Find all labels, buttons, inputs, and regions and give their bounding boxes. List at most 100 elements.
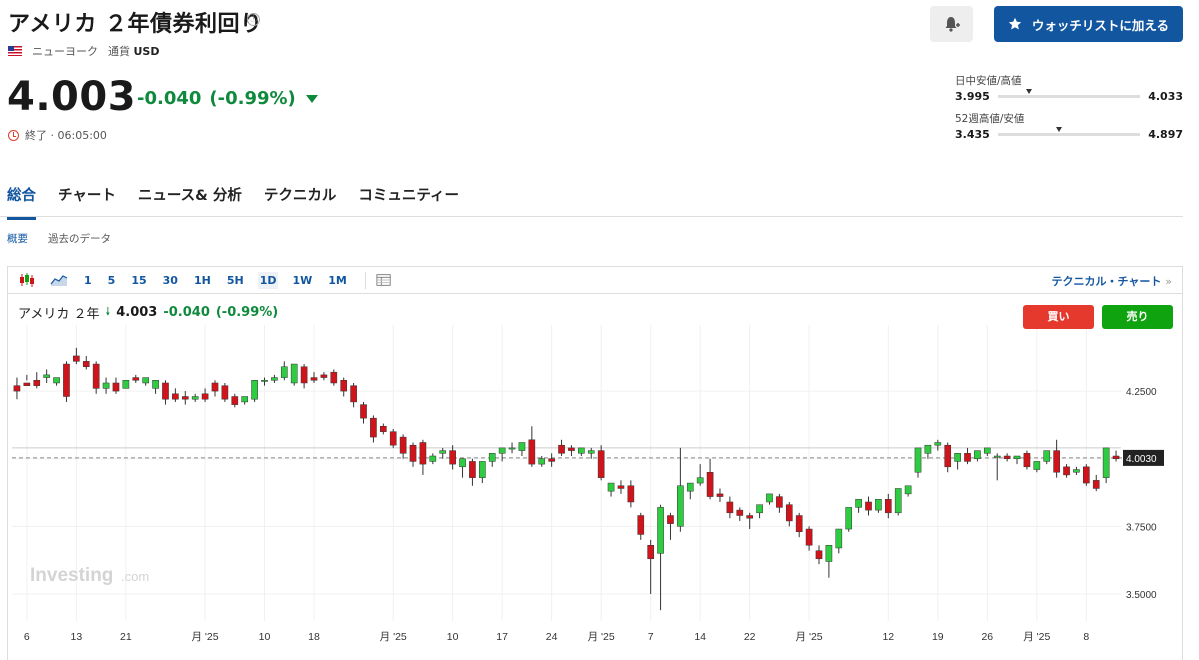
candle-up: [875, 499, 882, 511]
candle-down: [13, 385, 21, 392]
candle-down: [944, 444, 952, 468]
candle-up: [657, 507, 664, 554]
candle-up: [677, 485, 684, 527]
chart-legend: アメリカ ２年 🠗 4.003 -0.040 (-0.99%): [18, 303, 278, 322]
x-tick-label: 13: [71, 631, 83, 643]
timeframe-30[interactable]: 30: [162, 273, 178, 287]
candle-up: [261, 380, 268, 382]
subtab-history[interactable]: 過去のデータ: [48, 233, 111, 245]
sell-button[interactable]: 売り: [1102, 305, 1173, 329]
day-range-marker: [1026, 89, 1033, 94]
x-tick-label: 6: [24, 631, 30, 643]
week52-range: 52週高値/安値 3.435 4.897: [955, 111, 1183, 141]
candle-up: [498, 447, 506, 454]
timeframe-1w[interactable]: 1W: [292, 273, 313, 287]
candle-down: [746, 515, 754, 519]
tab-technical[interactable]: テクニカル: [263, 188, 337, 204]
x-tick-label: 14: [694, 631, 706, 643]
y-tick-label: 3.5000: [1126, 590, 1157, 601]
y-tick-label: 3.7500: [1126, 522, 1157, 533]
candle-up: [845, 507, 853, 530]
info-icon[interactable]: ⓘ: [247, 13, 260, 26]
add-to-watchlist-button[interactable]: ウォッチリストに加える: [994, 6, 1183, 42]
candle-up: [241, 396, 249, 403]
add-alert-button[interactable]: [930, 6, 973, 42]
timeframe-1h[interactable]: 1H: [193, 273, 211, 287]
candle-up: [904, 485, 912, 495]
area-chart-icon[interactable]: [50, 273, 68, 287]
technical-chart-link[interactable]: テクニカル・チャート »: [1051, 275, 1172, 288]
candle-up: [756, 504, 763, 514]
table-icon[interactable]: [376, 273, 392, 287]
candle-down: [33, 380, 41, 386]
x-tick-label: 月 '25: [192, 631, 219, 643]
candle-down: [340, 380, 348, 392]
timeframe-5h[interactable]: 5H: [226, 273, 244, 287]
candle-up: [459, 458, 466, 468]
candle-down: [637, 515, 645, 535]
candle-down: [597, 450, 605, 478]
buy-button[interactable]: 買い: [1023, 305, 1094, 329]
candle-up: [835, 528, 843, 549]
candle-down: [231, 396, 239, 405]
watermark: Investing: [30, 565, 113, 586]
current-value-label: 4.0030: [1126, 454, 1157, 465]
candle-down: [1003, 455, 1011, 459]
candle-down: [162, 382, 169, 400]
timeframe-1m[interactable]: 1M: [328, 273, 347, 287]
subtab-summary[interactable]: 概要: [7, 233, 28, 245]
currency-value: USD: [133, 45, 160, 58]
timeframe-1[interactable]: 1: [84, 273, 92, 287]
tab-news[interactable]: ニュース& 分析: [137, 188, 242, 204]
down-arrow-icon: [305, 94, 318, 103]
price-change: -0.040 (-0.99%): [137, 88, 318, 109]
candle-down: [736, 509, 744, 516]
candle-up: [855, 499, 862, 508]
currency-label: 通貨 USD: [108, 45, 160, 58]
candle-down: [112, 382, 120, 392]
timeframe-5[interactable]: 5: [107, 273, 116, 287]
instrument-meta: ニューヨーク 通貨 USD: [8, 43, 160, 59]
candle-down: [1083, 466, 1090, 484]
timeframe-15[interactable]: 15: [131, 273, 147, 287]
candle-down: [172, 393, 179, 400]
candle-up: [825, 545, 833, 562]
candle-down: [360, 404, 367, 419]
tab-overview[interactable]: 総合: [7, 184, 36, 220]
candle-up: [290, 363, 298, 384]
candlestick-chart[interactable]: Investing.com4.25004.00003.75003.50004.0…: [8, 267, 1184, 660]
legend-down-arrow-icon: 🠗: [105, 305, 111, 318]
watchlist-button-label: ウォッチリストに加える: [1031, 17, 1170, 33]
y-tick-label: 4.2500: [1126, 387, 1157, 398]
candle-up: [439, 450, 447, 454]
x-tick-label: 月 '25: [588, 631, 615, 643]
tab-community[interactable]: コミュニティー: [358, 188, 459, 204]
candle-up: [479, 461, 486, 478]
tab-divider: [0, 216, 1183, 217]
candle-down: [389, 431, 397, 446]
x-tick-label: 月 '25: [1023, 631, 1050, 643]
candle-up: [142, 377, 149, 384]
candle-down: [181, 396, 189, 400]
candle-down: [132, 377, 140, 381]
candle-down: [558, 444, 565, 454]
candle-up: [954, 453, 961, 462]
us-flag-icon: [8, 46, 22, 56]
timeframe-1d[interactable]: 1D: [257, 271, 279, 289]
candle-down: [82, 361, 90, 368]
candlestick-icon[interactable]: [18, 273, 36, 287]
candle-down: [706, 471, 714, 497]
candle-up: [1033, 461, 1041, 470]
candle-down: [815, 550, 823, 560]
candle-up: [1043, 450, 1051, 462]
week52-range-marker: [1056, 127, 1063, 132]
last-price: 4.003: [7, 74, 137, 120]
candle-down: [667, 515, 674, 524]
candle-up: [578, 447, 585, 454]
current-value-badge: [1123, 449, 1164, 466]
candle-down: [350, 385, 357, 403]
tab-chart[interactable]: チャート: [58, 188, 116, 204]
candle-up: [934, 442, 942, 446]
candle-up: [607, 482, 615, 492]
candle-down: [201, 393, 209, 400]
